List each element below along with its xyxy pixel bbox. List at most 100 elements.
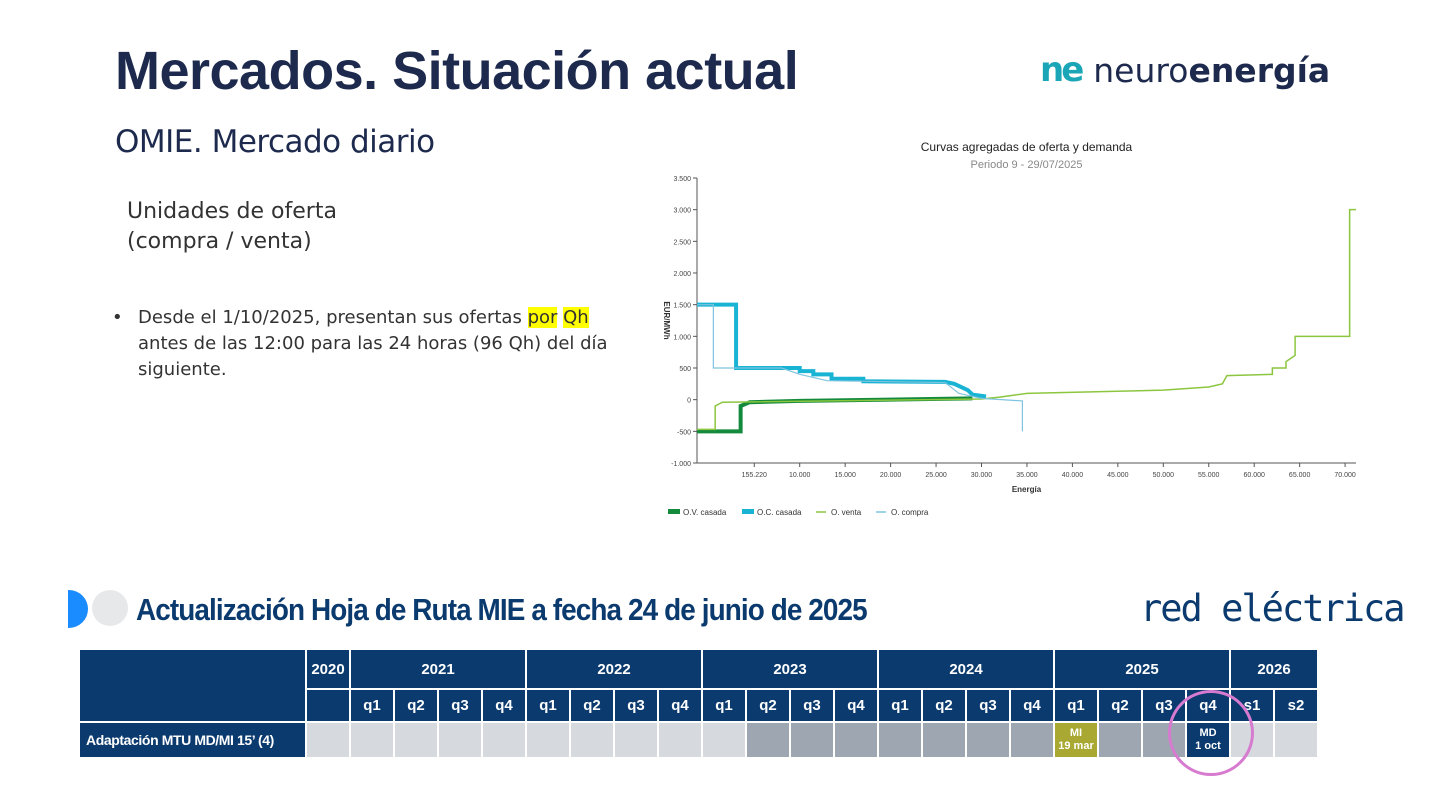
x-tick-label: 40.000 xyxy=(1062,472,1084,479)
logo-mark-icon: ne xyxy=(1040,50,1084,90)
year-header: 2021 xyxy=(351,650,525,688)
period-header: q4 xyxy=(1011,690,1053,721)
timeline-cell xyxy=(483,723,525,757)
timeline-cell xyxy=(439,723,481,757)
y-tick-label: 3.500 xyxy=(673,176,691,183)
x-tick-label: 30.000 xyxy=(971,472,993,479)
series-line-o-compra xyxy=(697,304,1024,432)
period-header: q3 xyxy=(615,690,657,721)
timeline-cell xyxy=(923,723,965,757)
x-axis-label: Energía xyxy=(1012,485,1042,494)
roadmap-table: 2020 2021 2022 2023 2024 2025 2026 q1 q2 q3 q4 q1 q… xyxy=(78,648,1319,759)
legend-label: O. compra xyxy=(891,508,929,517)
highlight-por: por xyxy=(527,307,558,328)
series-line-o-venta xyxy=(697,208,1356,431)
y-tick-label: 1.000 xyxy=(673,334,691,341)
timeline-cell xyxy=(351,723,393,757)
timeline-cell xyxy=(1011,723,1053,757)
x-tick-label: 15.000 xyxy=(834,472,856,479)
x-tick-label: 45.000 xyxy=(1107,472,1129,479)
period-header: q3 xyxy=(1143,690,1185,721)
bullet-text: Desde el 1/10/2025, presentan sus oferta… xyxy=(138,307,528,328)
timeline-cell xyxy=(835,723,877,757)
period-header xyxy=(307,690,349,721)
neuroenergia-logo: ne neuroenergía xyxy=(1040,50,1330,90)
period-header: q3 xyxy=(791,690,833,721)
period-header: q4 xyxy=(1187,690,1229,721)
timeline-cell xyxy=(879,723,921,757)
bullet-text-end: antes de las 12:00 para las 24 horas (96… xyxy=(138,333,608,380)
units-heading: Unidades de oferta (compra / venta) xyxy=(127,197,337,257)
legend-label: O.V. casada xyxy=(683,508,727,517)
timeline-cell xyxy=(791,723,833,757)
x-tick-label: 20.000 xyxy=(880,472,902,479)
legend-label: O. venta xyxy=(831,508,862,517)
period-header: q2 xyxy=(395,690,437,721)
timeline-cell xyxy=(747,723,789,757)
x-tick-label: 10.000 xyxy=(789,472,811,479)
roadmap-title: Actualización Hoja de Ruta MIE a fecha 2… xyxy=(136,592,868,627)
chart-subtitle: Periodo 9 - 29/07/2025 xyxy=(971,159,1083,171)
period-header: q1 xyxy=(527,690,569,721)
y-tick-label: 1.500 xyxy=(673,303,691,310)
legend-swatch xyxy=(742,509,754,514)
timeline-cell xyxy=(395,723,437,757)
period-header: q2 xyxy=(747,690,789,721)
bullet-point: Desde el 1/10/2025, presentan sus oferta… xyxy=(112,305,642,383)
row-label: Adaptación MTU MD/MI 15’ (4) xyxy=(80,723,305,757)
year-header: 2024 xyxy=(879,650,1053,688)
highlight-qh: Qh xyxy=(563,307,589,328)
y-tick-label: 500 xyxy=(679,366,691,373)
timeline-cell: MI 19 mar xyxy=(1055,723,1097,757)
logo-text-bold: energía xyxy=(1188,50,1331,90)
timeline-cell xyxy=(703,723,745,757)
y-tick-label: -1.000 xyxy=(671,461,691,468)
ree-dots-icon xyxy=(68,590,128,628)
x-tick-label: 65.000 xyxy=(1289,472,1311,479)
legend-swatch xyxy=(668,509,680,514)
timeline-cell xyxy=(527,723,569,757)
x-tick-label: 50.000 xyxy=(1153,472,1175,479)
timeline-cell xyxy=(307,723,349,757)
period-header: q1 xyxy=(879,690,921,721)
legend-label: O.C. casada xyxy=(757,508,802,517)
timeline-cell xyxy=(571,723,613,757)
period-header: s1 xyxy=(1231,690,1273,721)
y-axis-label: EUR/MWh xyxy=(662,301,671,339)
x-tick-label: 25.000 xyxy=(925,472,947,479)
corner-cell xyxy=(80,650,305,721)
x-tick-label: 70.000 xyxy=(1334,472,1356,479)
period-header: q3 xyxy=(439,690,481,721)
timeline-cell xyxy=(1231,723,1273,757)
period-header: q4 xyxy=(835,690,877,721)
period-header: q4 xyxy=(483,690,525,721)
year-header: 2020 xyxy=(307,650,349,688)
chart-title: Curvas agregadas de oferta y demanda xyxy=(921,140,1133,154)
x-tick-label: 55.000 xyxy=(1198,472,1220,479)
period-header: s2 xyxy=(1275,690,1317,721)
timeline-cell xyxy=(1143,723,1185,757)
series-line-o-v-casada xyxy=(697,396,973,434)
x-tick-label: 155.220 xyxy=(742,472,767,479)
logo-text-light: neuro xyxy=(1093,50,1189,90)
y-tick-label: 3.000 xyxy=(673,208,691,215)
year-header: 2022 xyxy=(527,650,701,688)
red-electrica-logo: red eléctrica xyxy=(1140,587,1406,630)
period-header: q1 xyxy=(351,690,393,721)
supply-demand-chart: Curvas agregadas de oferta y demanda Peri… xyxy=(662,140,1356,517)
period-header: q3 xyxy=(967,690,1009,721)
year-header: 2023 xyxy=(703,650,877,688)
period-header: q2 xyxy=(1099,690,1141,721)
timeline-cell xyxy=(1099,723,1141,757)
timeline-cell xyxy=(615,723,657,757)
timeline-cell: MD 1 oct xyxy=(1187,723,1229,757)
period-header: q1 xyxy=(703,690,745,721)
timeline-cell xyxy=(1275,723,1317,757)
x-tick-label: 35.000 xyxy=(1016,472,1038,479)
period-header: q2 xyxy=(571,690,613,721)
units-line2: (compra / venta) xyxy=(127,229,312,254)
y-tick-label: 2.500 xyxy=(673,239,691,246)
x-tick-label: 60.000 xyxy=(1243,472,1265,479)
period-header: q2 xyxy=(923,690,965,721)
period-header: q1 xyxy=(1055,690,1097,721)
